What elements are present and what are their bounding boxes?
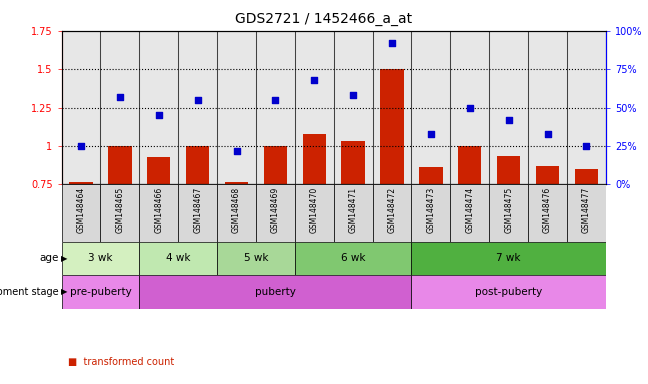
Bar [217, 242, 295, 275]
Bar [178, 184, 217, 242]
Bar [567, 31, 606, 184]
Bar [450, 184, 489, 242]
Point [465, 104, 475, 111]
Text: GSM148465: GSM148465 [115, 187, 124, 233]
Point [76, 143, 86, 149]
Text: GSM148475: GSM148475 [504, 187, 513, 233]
Bar [295, 242, 411, 275]
Text: GSM148464: GSM148464 [76, 187, 86, 233]
Bar [528, 31, 567, 184]
Text: post-puberty: post-puberty [475, 287, 542, 297]
Bar [147, 157, 170, 184]
Text: GSM148467: GSM148467 [193, 187, 202, 233]
Bar [225, 182, 248, 184]
Bar [528, 184, 567, 242]
Text: GDS2721 / 1452466_a_at: GDS2721 / 1452466_a_at [235, 12, 413, 25]
Bar [139, 31, 178, 184]
Text: GSM148477: GSM148477 [582, 187, 591, 233]
Text: GSM148470: GSM148470 [310, 187, 319, 233]
Bar [450, 31, 489, 184]
Point [542, 131, 553, 137]
Bar [341, 141, 365, 184]
Bar [411, 31, 450, 184]
Text: GSM148471: GSM148471 [349, 187, 358, 233]
Bar [380, 69, 404, 184]
Point [581, 143, 592, 149]
Text: puberty: puberty [255, 287, 296, 297]
Bar [62, 275, 139, 309]
Point [426, 131, 436, 137]
Text: 3 wk: 3 wk [88, 253, 113, 263]
Bar [411, 242, 606, 275]
Bar [497, 156, 520, 184]
Text: 4 wk: 4 wk [166, 253, 191, 263]
Text: 6 wk: 6 wk [341, 253, 365, 263]
Bar [575, 169, 598, 184]
Point [231, 147, 242, 154]
Bar [411, 275, 606, 309]
Bar [334, 31, 373, 184]
Bar [62, 184, 100, 242]
Text: ■  transformed count: ■ transformed count [68, 357, 174, 367]
Bar [139, 242, 217, 275]
Bar [62, 242, 139, 275]
Bar [62, 31, 100, 184]
Bar [295, 184, 334, 242]
Text: GSM148474: GSM148474 [465, 187, 474, 233]
Text: GSM148473: GSM148473 [426, 187, 435, 233]
Bar [334, 184, 373, 242]
Point [503, 117, 514, 123]
Point [309, 77, 319, 83]
Bar [458, 146, 481, 184]
Point [348, 92, 358, 98]
Bar [295, 31, 334, 184]
Bar [373, 31, 411, 184]
Bar [489, 31, 528, 184]
Bar [100, 31, 139, 184]
Bar [69, 182, 93, 184]
Text: GSM148466: GSM148466 [154, 187, 163, 233]
Bar [217, 184, 256, 242]
Bar [178, 31, 217, 184]
Point [115, 94, 125, 100]
Bar [264, 146, 287, 184]
Bar [303, 134, 326, 184]
Bar [567, 184, 606, 242]
Text: development stage: development stage [0, 287, 58, 297]
Text: ▶: ▶ [61, 254, 67, 263]
Text: age: age [39, 253, 58, 263]
Bar [256, 31, 295, 184]
Bar [100, 184, 139, 242]
Bar [373, 184, 411, 242]
Bar [536, 166, 559, 184]
Bar [186, 146, 209, 184]
Point [270, 97, 281, 103]
Bar [419, 167, 443, 184]
Text: GSM148469: GSM148469 [271, 187, 280, 233]
Text: ▶: ▶ [61, 287, 67, 296]
Text: pre-puberty: pre-puberty [69, 287, 132, 297]
Bar [489, 184, 528, 242]
Text: GSM148476: GSM148476 [543, 187, 552, 233]
Bar [139, 184, 178, 242]
Text: GSM148468: GSM148468 [232, 187, 241, 233]
Bar [139, 275, 411, 309]
Point [192, 97, 203, 103]
Bar [256, 184, 295, 242]
Bar [217, 31, 256, 184]
Text: 7 wk: 7 wk [496, 253, 521, 263]
Bar [411, 184, 450, 242]
Point [387, 40, 397, 46]
Bar [108, 146, 132, 184]
Text: GSM148472: GSM148472 [388, 187, 397, 233]
Point [154, 112, 164, 118]
Text: 5 wk: 5 wk [244, 253, 268, 263]
